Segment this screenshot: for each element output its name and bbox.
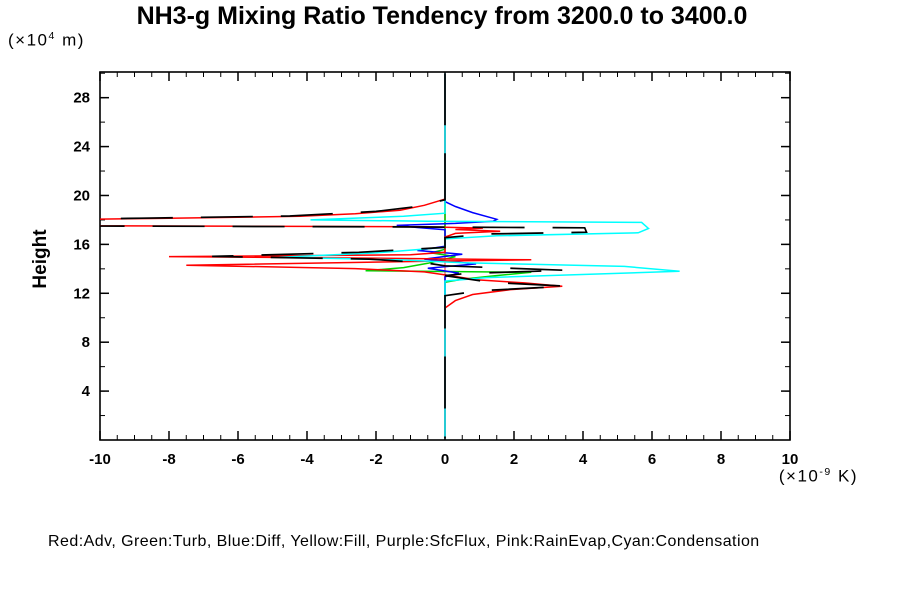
- y-axis-tick-labels: 28 24 20 16 12 8 4: [73, 90, 90, 400]
- x-axis-ticks: [99, 72, 791, 440]
- svg-text:4: 4: [82, 383, 91, 400]
- svg-text:8: 8: [717, 451, 725, 468]
- x-unit-suffix: K): [831, 466, 858, 486]
- svg-text:24: 24: [73, 139, 90, 156]
- legend-text: Red:Adv, Green:Turb, Blue:Diff, Yellow:F…: [48, 533, 760, 550]
- y-axis-unit-label: (×104 m): [8, 30, 85, 51]
- y-unit-prefix: (×10: [8, 30, 49, 50]
- svg-text:0: 0: [441, 451, 449, 468]
- x-unit-prefix: (×10: [778, 466, 820, 486]
- series-diff: [396, 73, 499, 439]
- svg-text:28: 28: [73, 90, 90, 107]
- y-unit-suffix: m): [55, 30, 85, 50]
- svg-text:6: 6: [648, 451, 656, 468]
- x-unit-exponent: -9: [819, 466, 832, 478]
- x-axis-unit-label: (×10-9 K): [690, 466, 858, 487]
- svg-text:20: 20: [73, 187, 90, 204]
- series-lines: [100, 73, 680, 439]
- series-adv: [100, 73, 563, 439]
- series-total: [100, 73, 588, 439]
- svg-text:10: 10: [782, 451, 799, 468]
- x-axis-tick-labels: -10 -8 -6 -4 -2 0 2 4 6 8 10: [89, 451, 798, 468]
- svg-text:2: 2: [510, 451, 518, 468]
- svg-text:4: 4: [579, 451, 588, 468]
- svg-text:-10: -10: [89, 451, 111, 468]
- svg-text:-2: -2: [369, 451, 382, 468]
- svg-text:-6: -6: [231, 451, 244, 468]
- chart-title: NH3-g Mixing Ratio Tendency from 3200.0 …: [136, 2, 748, 30]
- svg-text:8: 8: [82, 334, 90, 351]
- y-unit-exponent: 4: [48, 30, 56, 42]
- svg-text:-4: -4: [300, 451, 314, 468]
- svg-text:-8: -8: [162, 451, 175, 468]
- svg-text:16: 16: [73, 236, 90, 253]
- svg-text:12: 12: [73, 285, 90, 302]
- y-axis-ticks: [100, 72, 790, 417]
